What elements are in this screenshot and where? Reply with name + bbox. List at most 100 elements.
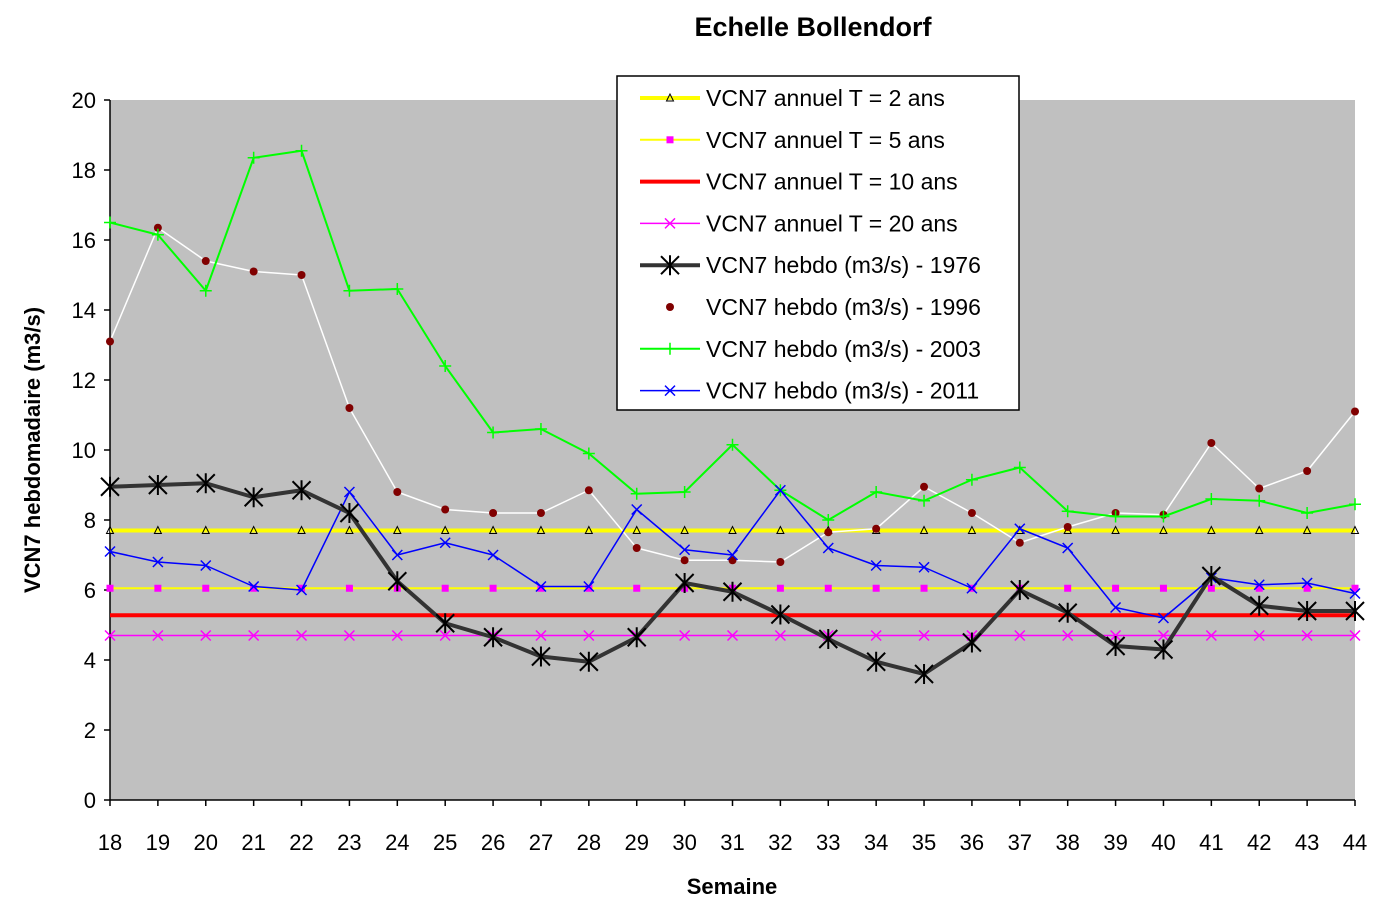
legend-swatch-marker: [666, 136, 674, 144]
data-point: [1063, 523, 1072, 531]
data-point: [1207, 439, 1216, 447]
data-point: [920, 482, 929, 491]
data-point: [489, 509, 498, 517]
legend-swatch-marker: [660, 255, 680, 276]
legend-box: [616, 75, 1020, 411]
data-point: [726, 438, 739, 451]
data-point: [441, 584, 449, 592]
data-point: [632, 525, 642, 534]
x-tick-label: 41: [1199, 830, 1223, 855]
data-point: [345, 404, 354, 412]
data-point: [630, 487, 643, 500]
data-point: [1349, 498, 1361, 511]
data-point: [679, 544, 691, 556]
data-point: [1013, 461, 1026, 474]
data-point: [872, 584, 880, 592]
x-axis-title: Semaine: [687, 874, 778, 899]
legend-label: VCN7 annuel T = 2 ans: [706, 85, 945, 111]
data-point: [920, 584, 928, 592]
data-point: [200, 629, 212, 642]
data-point: [249, 267, 258, 276]
legend-item: VCN7 annuel T = 10 ans: [640, 169, 958, 195]
data-point: [1014, 629, 1026, 642]
data-point: [345, 584, 353, 592]
data-point: [1301, 507, 1314, 519]
series-5: [106, 223, 1359, 566]
data-point: [585, 584, 593, 592]
x-tick-label: 26: [481, 830, 505, 855]
x-tick-label: 44: [1343, 830, 1367, 855]
data-point: [776, 584, 784, 592]
data-point: [579, 651, 599, 672]
legend: VCN7 annuel T = 2 ans VCN7 annuel T = 5 a…: [616, 75, 1020, 411]
data-point: [1297, 601, 1317, 621]
data-point: [298, 584, 306, 592]
data-point: [345, 525, 354, 534]
data-point: [535, 629, 547, 642]
y-tick-label: 18: [72, 158, 96, 183]
x-tick-label: 42: [1247, 830, 1271, 855]
legend-label: VCN7 hebdo (m3/s) - 1976: [706, 252, 981, 278]
y-tick-label: 16: [72, 228, 96, 253]
data-point: [822, 542, 834, 554]
data-point: [774, 629, 786, 642]
data-point: [1301, 577, 1313, 589]
data-point: [440, 525, 450, 534]
legend-item: VCN7 hebdo (m3/s) - 1996: [640, 294, 981, 320]
data-point: [1350, 525, 1360, 534]
data-point: [1201, 566, 1222, 586]
data-point: [1207, 584, 1215, 592]
data-point: [1159, 525, 1168, 534]
legend-swatch-marker: [664, 385, 676, 397]
data-point: [483, 627, 503, 648]
data-point: [248, 629, 260, 642]
data-point: [1345, 601, 1365, 621]
x-tick-label: 24: [385, 830, 409, 855]
data-point: [152, 629, 164, 642]
data-point: [1062, 542, 1074, 554]
data-point: [297, 271, 306, 279]
chart-title: Echelle Bollendorf: [694, 12, 932, 42]
data-point: [583, 580, 595, 593]
x-tick-label: 37: [1008, 830, 1032, 855]
data-point: [343, 284, 356, 297]
data-point: [531, 646, 551, 667]
x-tick-label: 18: [98, 830, 122, 855]
data-point: [201, 525, 211, 534]
data-point: [1153, 639, 1174, 660]
data-point: [104, 216, 116, 229]
data-point: [1351, 584, 1359, 592]
data-point: [391, 283, 404, 295]
legend-label: VCN7 annuel T = 10 ans: [706, 169, 958, 195]
y-tick-label: 14: [72, 298, 96, 323]
legend-label: VCN7 annuel T = 5 ans: [706, 127, 945, 153]
data-point: [297, 525, 306, 534]
data-point: [584, 486, 593, 495]
data-point: [1112, 584, 1120, 592]
data-point: [1105, 636, 1126, 656]
y-tick-label: 0: [84, 788, 96, 813]
data-point: [1303, 467, 1312, 475]
data-point: [106, 337, 114, 346]
data-point: [487, 426, 500, 439]
legend-swatch-marker: [664, 217, 676, 229]
data-point: [148, 475, 168, 495]
data-point: [1349, 587, 1361, 600]
legend-item: VCN7 hebdo (m3/s) - 1976: [640, 252, 981, 278]
data-point: [435, 613, 455, 634]
y-tick-label: 4: [84, 648, 96, 673]
data-point: [200, 559, 212, 572]
y-tick-label: 20: [72, 88, 96, 113]
data-point: [1057, 602, 1078, 623]
data-point: [967, 525, 977, 534]
data-point: [391, 629, 403, 642]
x-tick-label: 33: [816, 830, 840, 855]
data-point: [291, 480, 312, 501]
data-point: [537, 584, 545, 592]
data-point: [965, 473, 978, 486]
data-point: [536, 509, 545, 517]
x-tick-label: 32: [768, 830, 792, 855]
data-point: [153, 525, 163, 534]
legend-label: VCN7 hebdo (m3/s) - 1996: [706, 294, 981, 320]
y-axis: 0 2 4 6 8 10 12 14 16 18 20: [72, 88, 110, 813]
